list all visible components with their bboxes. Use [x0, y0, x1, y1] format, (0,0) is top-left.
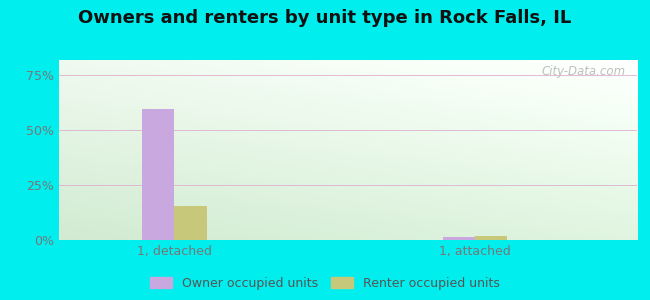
Text: Owners and renters by unit type in Rock Falls, IL: Owners and renters by unit type in Rock …: [79, 9, 571, 27]
Bar: [174, 206, 207, 240]
Bar: [475, 236, 508, 240]
Legend: Owner occupied units, Renter occupied units: Owner occupied units, Renter occupied un…: [146, 273, 504, 294]
Bar: [443, 237, 475, 240]
Text: City-Data.com: City-Data.com: [541, 65, 625, 78]
Bar: [142, 110, 174, 240]
